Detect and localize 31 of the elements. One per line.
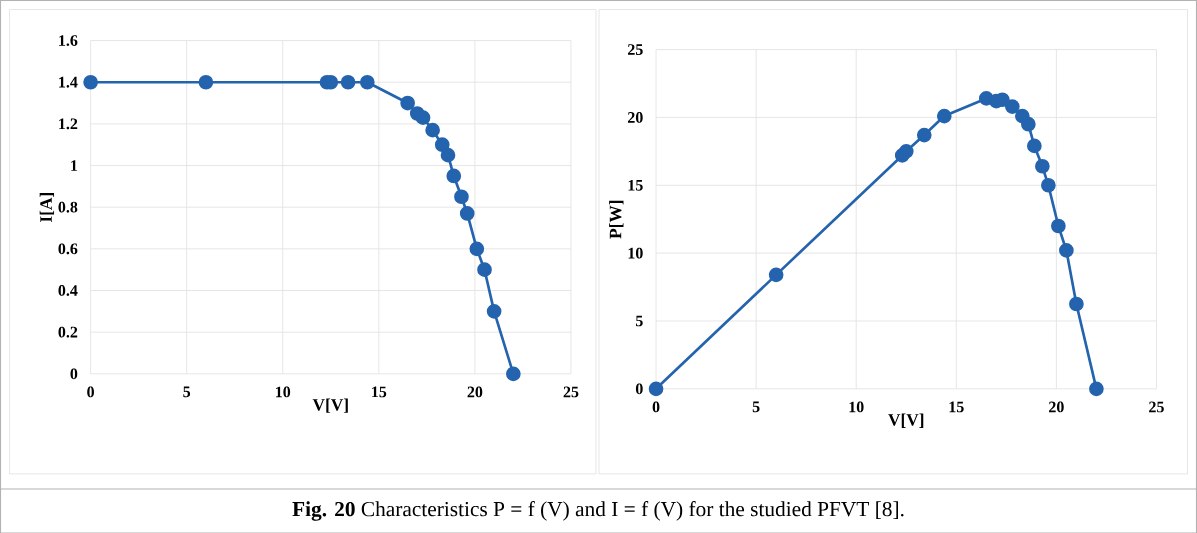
y-tick-label: 0 [70,368,78,379]
y-tick-label: 0.8 [58,201,78,213]
x-tick-label: 5 [183,386,191,397]
x-tick-label: 10 [849,401,864,413]
y-tick-label: 0.4 [58,284,78,296]
x-tick-label: 0 [652,401,660,413]
x-tick-label: 5 [752,401,760,412]
x-tick-label: 15 [949,401,964,413]
y-tick-label: 20 [627,111,643,123]
x-tick-label: 25 [1149,401,1164,413]
x-tick-label: 20 [1049,401,1064,413]
x-axis-title: V[V] [312,398,348,413]
y-tick-label: 0.2 [58,326,78,338]
y-tick-label: 1.6 [59,34,78,46]
x-tick-label: 0 [87,386,94,398]
y-tick-label: 5 [635,315,643,327]
y-tick-label: 1.4 [59,76,78,88]
y-tick-label: 1.2 [59,118,78,130]
y-axis-title: P[W] [609,200,624,239]
x-tick-label: 20 [467,386,483,398]
y-tick-label: 0.6 [58,243,78,255]
x-tick-label: 25 [563,386,579,398]
y-axis-title: I[A] [39,192,55,222]
y-tick-label: 10 [628,247,643,259]
y-tick-label: 25 [627,43,643,55]
text: Fig. 20 Characteristics P = f (V) and I = f (V) for the studied PFVT [8]. [292,500,904,521]
x-tick-label: 15 [372,386,387,398]
x-axis-title: V[V] [888,413,924,428]
x-tick-label: 10 [276,386,291,398]
y-tick-label: 1 [71,160,78,171]
y-tick-label: 15 [628,179,643,191]
